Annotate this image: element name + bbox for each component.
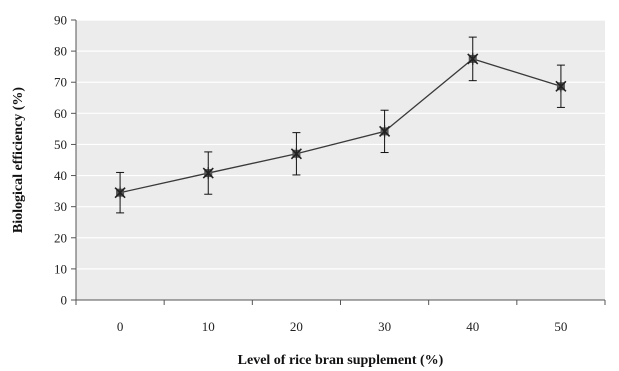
data-point [114,186,126,199]
data-point [202,167,214,180]
data-point [467,52,479,65]
y-axis-title: Biological efficiency (%) [11,87,26,234]
data-point [379,125,391,138]
y-tick-label: 0 [61,293,68,308]
y-tick-label: 60 [54,106,67,121]
x-tick-label: 10 [202,319,215,334]
y-tick-label: 10 [54,261,67,276]
y-tick-label: 80 [54,44,67,59]
x-tick-label: 20 [290,319,303,334]
x-axis-title: Level of rice bran supplement (%) [238,353,444,368]
x-axis: 0 10 20 30 40 50 [75,299,606,334]
y-axis: 0 10 20 30 40 50 60 70 80 90 [54,13,77,308]
y-tick-label: 30 [54,199,67,214]
series-line [114,36,567,214]
plot-area [76,20,605,300]
y-tick-label: 70 [54,75,67,90]
x-tick-label: 50 [554,319,567,334]
data-point [555,80,567,93]
x-tick-label: 40 [466,319,479,334]
y-tick-label: 40 [54,168,67,183]
data-line [119,58,562,194]
y-tick-label: 90 [54,13,67,28]
x-tick-label: 0 [117,319,124,334]
y-tick-label: 50 [54,137,67,152]
gridlines [76,19,605,270]
data-point [290,147,302,160]
y-tick-label: 20 [54,230,67,245]
x-tick-label: 30 [378,319,391,334]
